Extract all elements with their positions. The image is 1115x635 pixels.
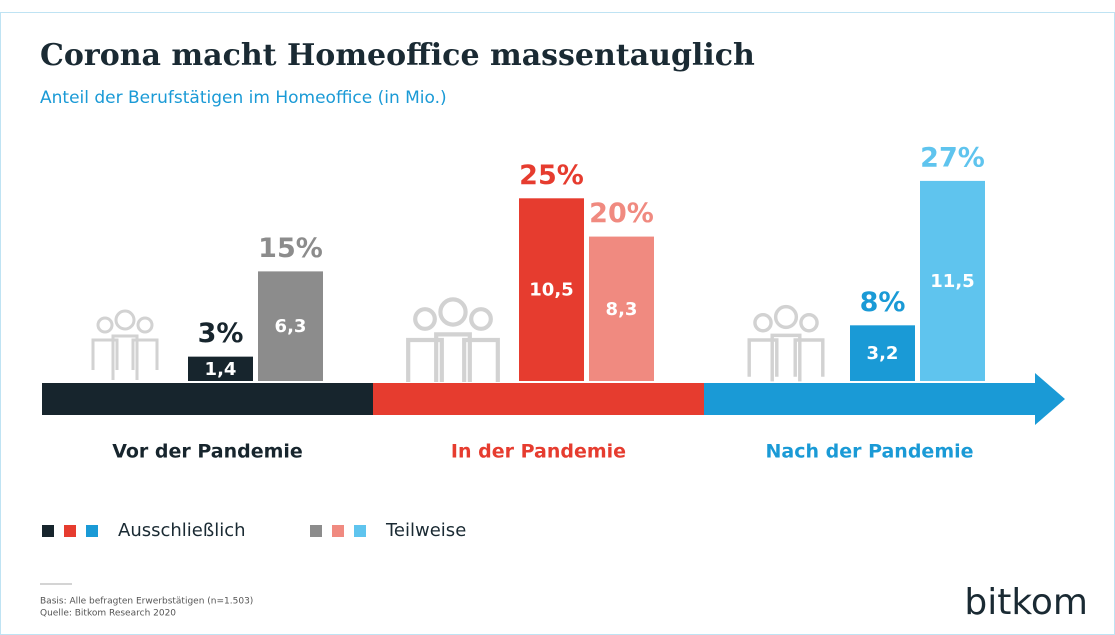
bar [519, 198, 584, 381]
category-label: Vor der Pandemie [112, 441, 303, 463]
legend-swatch [310, 525, 322, 537]
legend-label: Ausschließlich [118, 520, 246, 541]
value-label: 1,4 [205, 359, 237, 380]
value-label: 8,3 [606, 299, 638, 320]
share-label: 27% [920, 142, 985, 173]
legend-swatch [86, 525, 98, 537]
legend-swatch [354, 525, 366, 537]
bar [188, 356, 253, 381]
legend-swatch [332, 525, 344, 537]
legend-swatch [42, 525, 54, 537]
axis-segment [42, 383, 373, 415]
note: Quelle: Bitkom Research 2020 [40, 609, 176, 619]
category-label: Nach der Pandemie [765, 441, 973, 463]
share-label: 8% [860, 287, 906, 318]
share-label: 20% [589, 198, 654, 229]
bar [920, 180, 985, 381]
legend-swatch [64, 525, 76, 537]
value-label: 10,5 [529, 280, 573, 301]
brand-logo: bitkom [964, 582, 1088, 623]
bar [589, 236, 654, 381]
legend-label: Teilweise [385, 520, 466, 541]
share-label: 3% [198, 318, 244, 349]
value-label: 11,5 [930, 271, 974, 292]
value-label: 6,3 [275, 316, 307, 337]
axis-arrow [704, 373, 1065, 425]
category-label: In der Pandemie [451, 441, 626, 463]
share-label: 15% [258, 233, 323, 264]
value-label: 3,2 [867, 343, 899, 364]
chart-subtitle: Anteil der Berufstätigen im Homeoffice (… [40, 88, 447, 108]
bar [850, 325, 915, 381]
bar [258, 271, 323, 381]
note: Basis: Alle befragten Erwerbstätigen (n=… [40, 597, 253, 607]
chart-title: Corona macht Homeoffice massentauglich [40, 38, 755, 73]
axis-segment [373, 383, 704, 415]
people-icons [91, 297, 825, 382]
share-label: 25% [519, 160, 584, 191]
